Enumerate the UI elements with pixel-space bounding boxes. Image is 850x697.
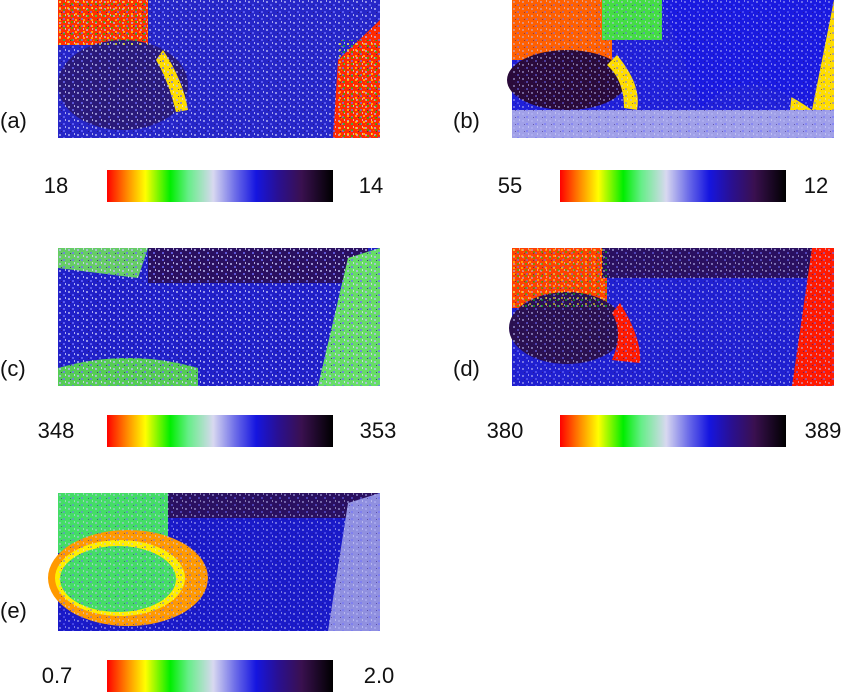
colorbar-max: 353 (360, 418, 397, 443)
colorbar-min: 18 (44, 173, 68, 198)
panel-d: (d) 380 389 (453, 248, 841, 447)
colorbar (107, 170, 333, 202)
panel-label: (e) (0, 598, 27, 623)
colorbar-min: 0.7 (42, 663, 73, 688)
panel-label: (b) (453, 108, 480, 133)
panel-b: (b) 55 12 (453, 0, 834, 202)
panel-a: (a) 18 14 (0, 0, 383, 202)
map-image (507, 0, 834, 138)
colorbar (560, 170, 786, 202)
map-image (58, 0, 380, 138)
map-image (58, 248, 380, 386)
colorbar-min: 348 (38, 418, 75, 443)
colorbar-max: 14 (359, 173, 383, 198)
colorbar-max: 2.0 (364, 663, 395, 688)
panel-c: (c) 348 353 (0, 248, 396, 447)
map-image (48, 493, 380, 631)
colorbar (107, 415, 333, 447)
colorbar-max: 389 (805, 418, 842, 443)
colorbar-min: 55 (498, 173, 522, 198)
colorbar (560, 415, 786, 447)
panel-e: (e) 0.7 2.0 (0, 493, 394, 692)
panel-label: (d) (453, 356, 480, 381)
colorbar-max: 12 (804, 173, 828, 198)
panel-label: (c) (0, 356, 26, 381)
colorbar (107, 660, 333, 692)
colorbar-min: 380 (487, 418, 524, 443)
panel-label: (a) (0, 108, 27, 133)
map-image (509, 248, 834, 386)
